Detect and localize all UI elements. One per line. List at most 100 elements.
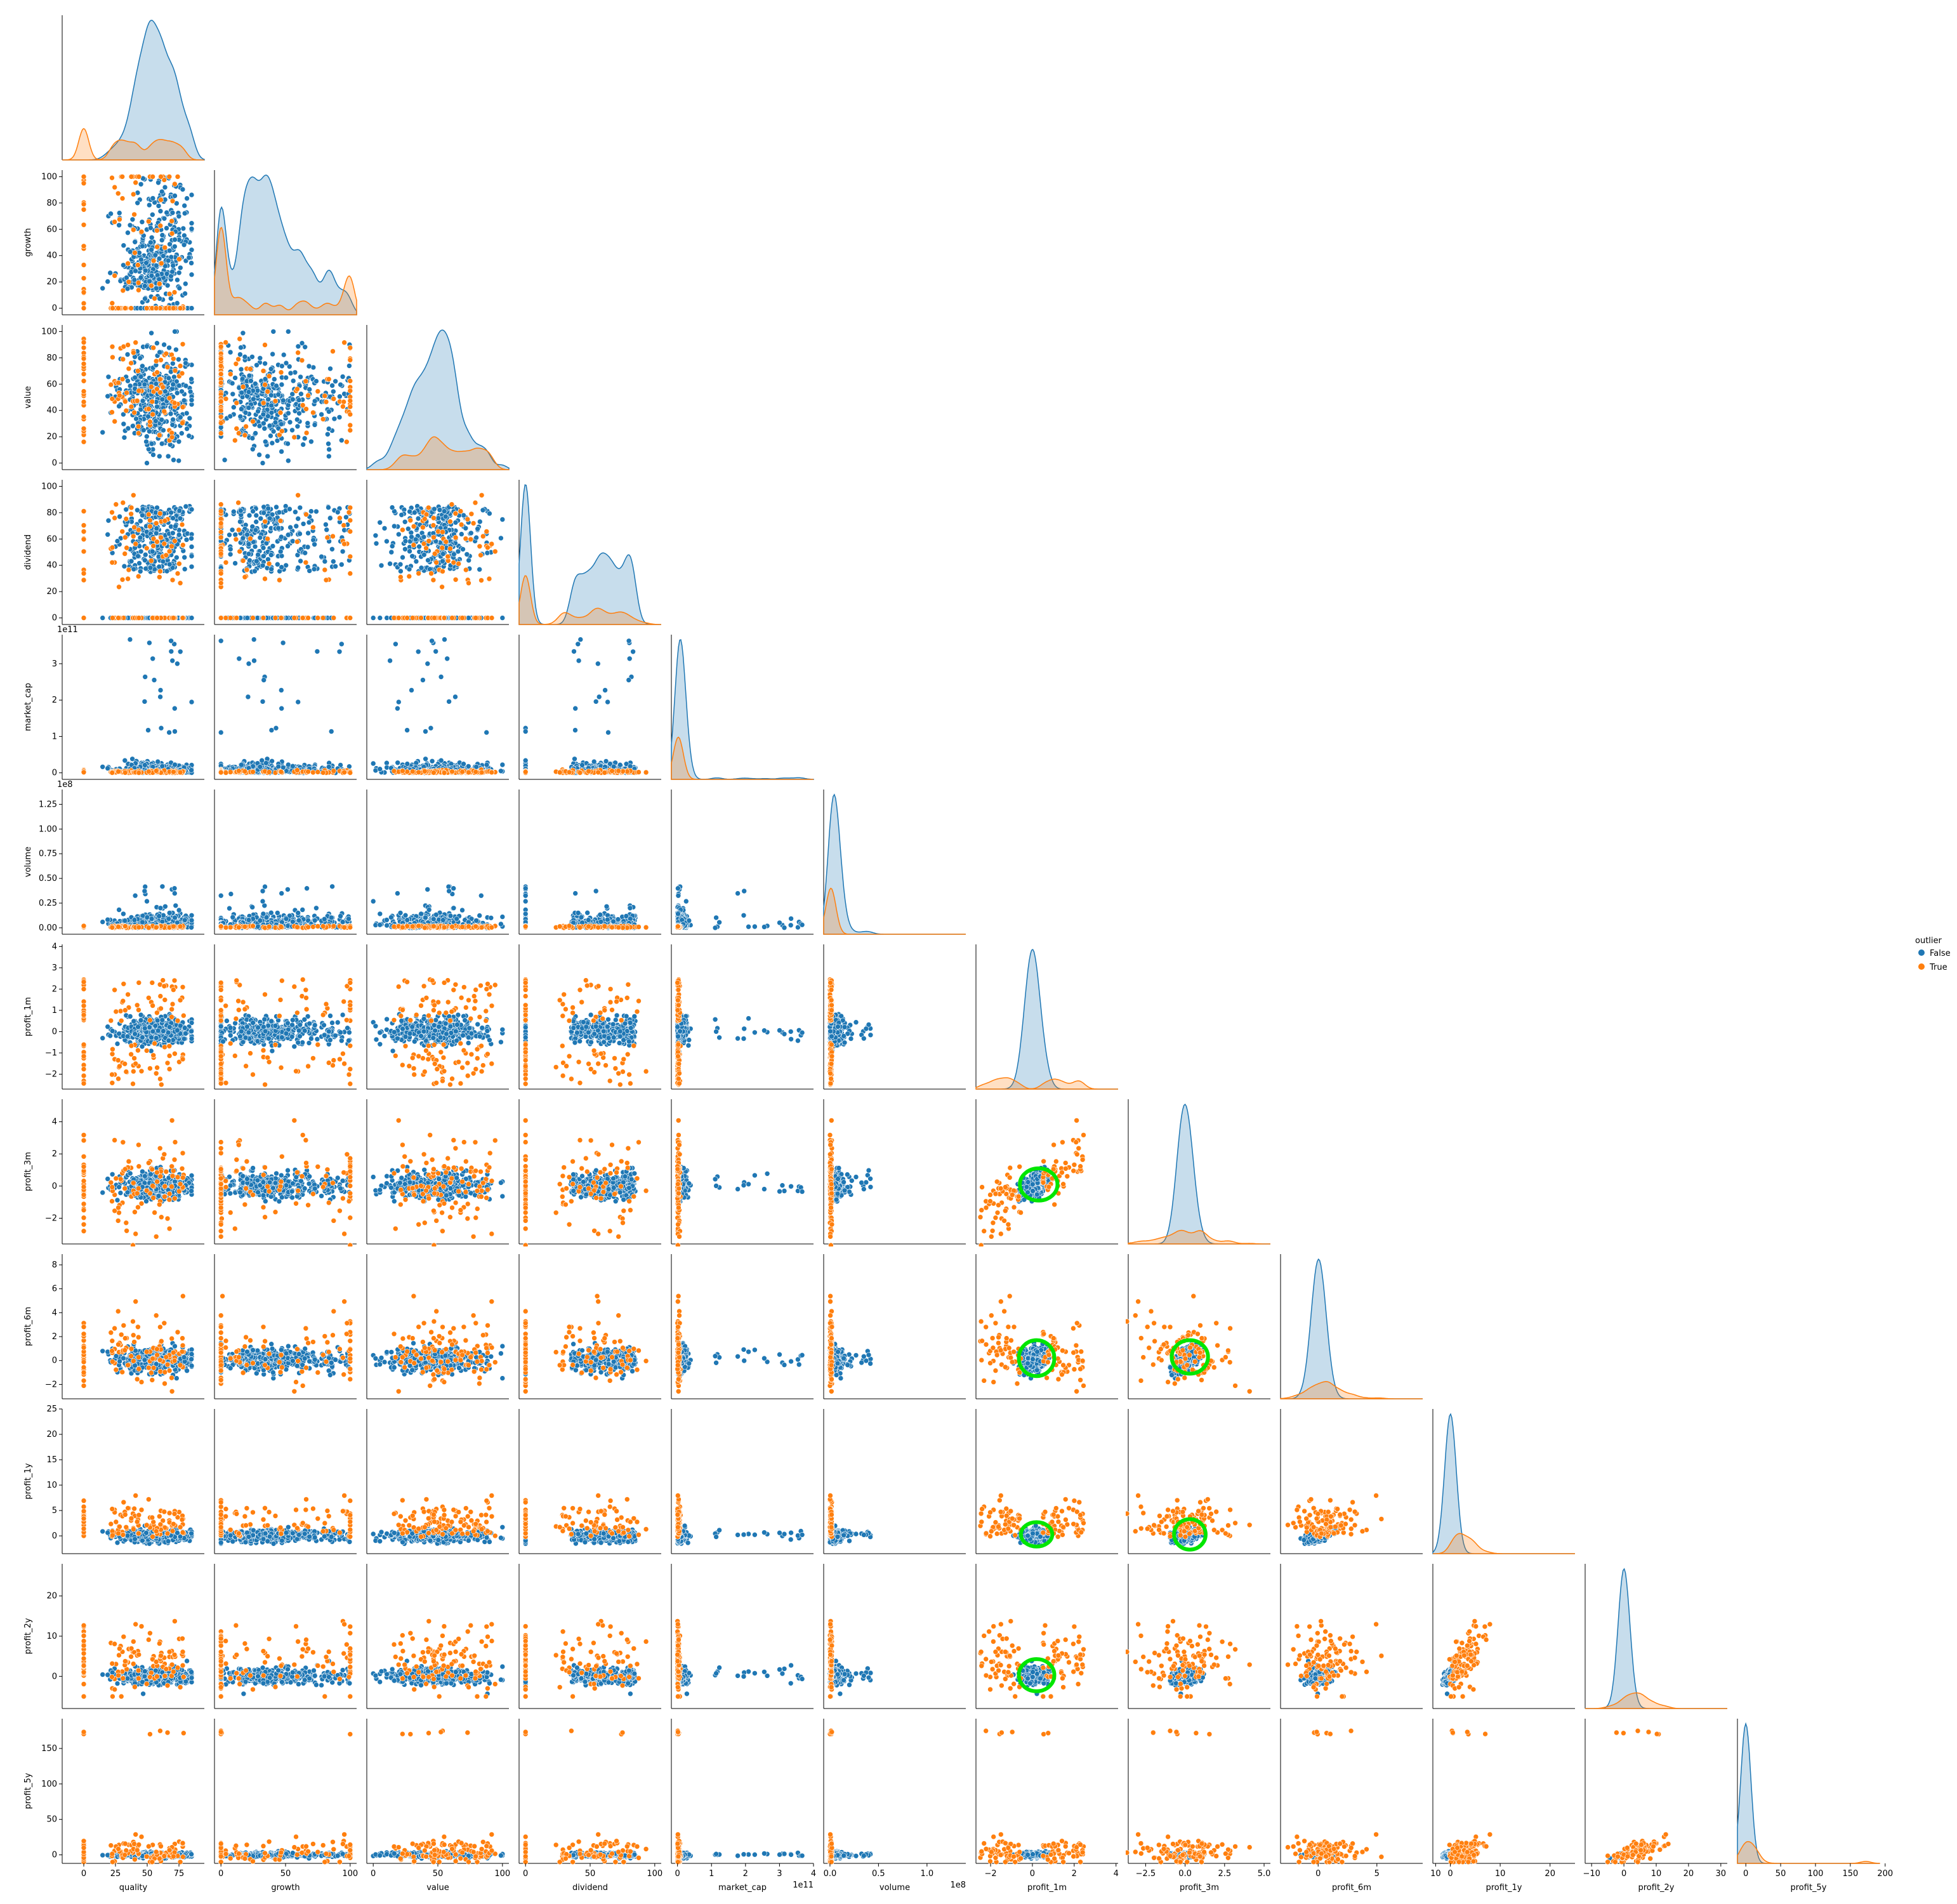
point-false — [326, 409, 332, 414]
point-false — [244, 531, 250, 538]
point-false — [400, 554, 405, 560]
point-true — [470, 520, 477, 526]
point-false — [154, 263, 159, 268]
point-true — [218, 508, 224, 514]
point-true — [265, 388, 271, 395]
point-false — [172, 193, 178, 199]
point-false — [157, 208, 164, 215]
point-false — [308, 439, 314, 445]
point-false — [261, 677, 267, 683]
point-true — [128, 511, 134, 517]
point-false — [176, 508, 183, 513]
point-false — [278, 687, 284, 693]
point-false — [154, 404, 160, 410]
point-false — [256, 423, 263, 429]
point-false — [300, 521, 306, 527]
point-false — [499, 517, 506, 522]
point-false — [239, 376, 246, 382]
point-false — [116, 403, 122, 409]
point-true — [126, 567, 132, 573]
point-false — [254, 388, 261, 393]
point-false — [229, 380, 235, 387]
point-true — [323, 577, 329, 583]
point-false — [433, 649, 439, 654]
point-true — [122, 770, 128, 776]
point-false — [188, 220, 195, 227]
point-false — [487, 510, 492, 517]
point-false — [153, 418, 159, 424]
point-false — [274, 561, 280, 567]
point-true — [406, 573, 412, 579]
point-true — [433, 559, 439, 565]
point-false — [142, 699, 148, 704]
point-false — [130, 423, 136, 429]
point-false — [257, 764, 263, 770]
point-false — [452, 694, 458, 700]
y-tick-label: 0 — [52, 614, 57, 623]
point-false — [298, 558, 303, 564]
point-true — [179, 522, 185, 527]
point-true — [109, 409, 115, 415]
point-true — [331, 615, 337, 621]
point-true — [218, 355, 224, 362]
point-true — [234, 425, 240, 432]
point-true — [133, 180, 138, 186]
point-false — [124, 352, 131, 357]
point-true — [305, 392, 311, 399]
point-true — [119, 529, 125, 534]
point-false — [313, 378, 319, 384]
point-true — [81, 243, 87, 249]
point-false — [336, 414, 343, 420]
scatter-points — [218, 637, 353, 776]
point-false — [227, 546, 234, 552]
point-false — [294, 416, 300, 423]
point-true — [81, 577, 87, 583]
scatter-points — [218, 492, 353, 621]
point-true — [124, 390, 129, 396]
point-true — [452, 510, 459, 517]
point-false — [442, 637, 447, 642]
point-false — [174, 390, 180, 396]
point-false — [147, 565, 154, 571]
point-true — [81, 522, 87, 529]
point-false — [157, 687, 164, 693]
point-true — [346, 509, 352, 515]
point-false — [246, 405, 252, 411]
point-true — [164, 364, 171, 370]
panel-dividend-vs-dividend — [518, 480, 661, 625]
point-false — [397, 561, 404, 567]
point-true — [347, 427, 353, 433]
point-true — [347, 553, 353, 560]
point-true — [154, 615, 160, 621]
point-true — [218, 615, 224, 621]
point-false — [438, 674, 444, 680]
point-false — [283, 374, 289, 381]
point-true — [218, 343, 224, 350]
point-true — [431, 515, 437, 521]
point-true — [400, 768, 405, 774]
point-true — [158, 197, 164, 203]
point-false — [246, 512, 253, 519]
point-false — [262, 439, 268, 445]
point-false — [435, 515, 442, 521]
point-true — [81, 262, 87, 268]
point-false — [147, 202, 152, 208]
point-false — [168, 649, 175, 654]
point-false — [155, 758, 161, 765]
point-false — [162, 263, 168, 269]
point-false — [271, 376, 277, 382]
point-false — [278, 534, 284, 540]
point-true — [262, 342, 268, 348]
point-false — [252, 568, 258, 574]
point-false — [302, 344, 308, 350]
point-false — [142, 267, 148, 274]
point-true — [146, 218, 152, 225]
scatter-points — [522, 637, 649, 776]
point-false — [179, 388, 185, 395]
point-false — [270, 543, 276, 549]
point-false — [171, 457, 176, 463]
point-false — [251, 658, 257, 664]
point-true — [463, 567, 469, 573]
point-false — [229, 527, 235, 533]
point-true — [136, 527, 142, 533]
